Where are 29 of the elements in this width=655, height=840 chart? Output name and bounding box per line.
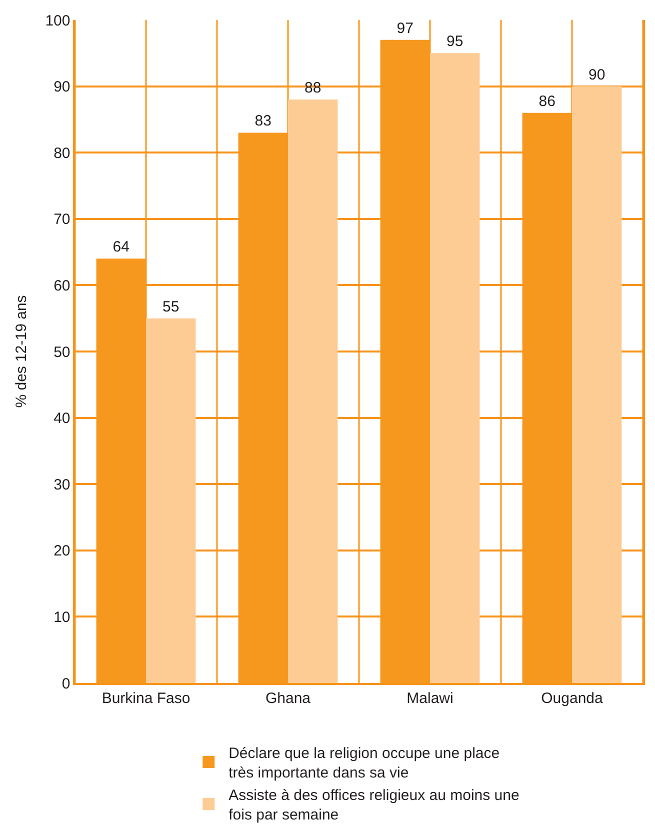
- x-tick-label: Burkina Faso: [102, 690, 190, 707]
- data-label: 64: [112, 238, 130, 256]
- y-tick-label: 0: [62, 675, 70, 692]
- y-tick-label: 80: [54, 144, 70, 162]
- x-tick-label: Ghana: [265, 690, 312, 707]
- bar: [430, 53, 480, 683]
- y-axis-title: % des 12-19 ans: [12, 295, 30, 408]
- x-tick-label: Ouganda: [541, 690, 604, 707]
- data-label: 86: [538, 92, 556, 110]
- y-tick-label: 90: [54, 78, 70, 96]
- y-tick-label: 70: [54, 211, 70, 228]
- bar: [146, 318, 196, 683]
- y-tick-label: 60: [54, 277, 70, 294]
- data-label: 83: [254, 112, 272, 130]
- y-tick-label: 40: [54, 410, 70, 428]
- legend-label: Assiste à des offices religieux au moins une fois par semaine: [228, 787, 520, 824]
- x-tick-label: Malawi: [406, 690, 454, 707]
- y-tick-label: 10: [54, 608, 70, 626]
- bar: [572, 86, 622, 683]
- data-label: 90: [588, 66, 606, 84]
- y-tick-label: 30: [54, 476, 70, 494]
- bar: [288, 100, 338, 683]
- y-tick-label: 20: [54, 542, 70, 560]
- data-label: 55: [162, 298, 180, 316]
- data-label: 97: [396, 20, 414, 37]
- data-label: 95: [446, 33, 464, 50]
- legend-label: Déclare que la religion occupe une place très importante dans sa vie: [228, 745, 500, 782]
- y-tick-label: 100: [45, 12, 70, 30]
- y-tick-label: 50: [54, 344, 70, 361]
